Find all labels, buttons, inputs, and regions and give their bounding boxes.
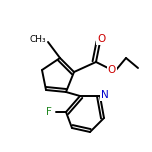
Text: N: N (101, 90, 109, 100)
Text: F: F (46, 107, 52, 117)
Text: O: O (97, 34, 105, 44)
Text: CH₃: CH₃ (29, 35, 46, 43)
Text: O: O (108, 65, 116, 75)
